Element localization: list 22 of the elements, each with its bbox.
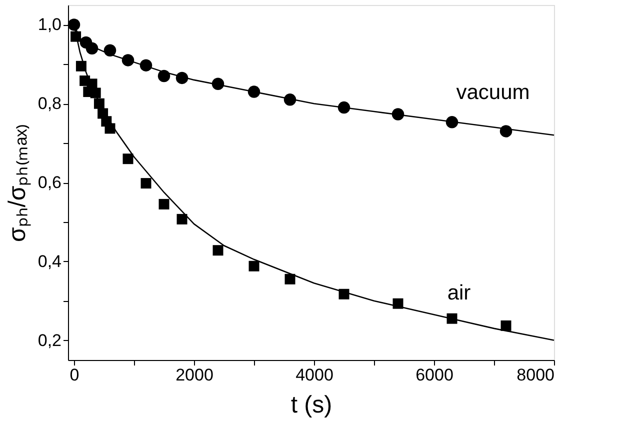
point xyxy=(158,198,170,210)
x-tick-label: 6000 xyxy=(416,366,454,384)
x-axis-title: t (s) xyxy=(290,392,332,418)
series-label: vacuum xyxy=(456,81,530,104)
x-tick-label: 4000 xyxy=(296,366,334,384)
x-tick-label: 2000 xyxy=(176,366,214,384)
y-tick-label: 0,2 xyxy=(38,330,62,350)
point xyxy=(140,178,152,189)
x-tick-label: 0 xyxy=(70,366,80,384)
point xyxy=(248,260,260,272)
y-tick-label: 0,8 xyxy=(38,94,62,114)
series-label: air xyxy=(447,282,471,305)
x-tick-label: 8000 xyxy=(516,366,554,384)
point xyxy=(284,274,296,284)
point xyxy=(176,214,188,224)
point xyxy=(80,75,90,86)
point xyxy=(122,154,134,164)
y-tick-label: 1,0 xyxy=(38,15,62,34)
point xyxy=(212,245,224,256)
y-tick-label: 0,6 xyxy=(38,173,62,192)
y-tick-label: 0,4 xyxy=(38,252,62,271)
y-axis-title: σₚₕ/σₚₕ₍ₘₐₓ₎ xyxy=(4,124,31,242)
